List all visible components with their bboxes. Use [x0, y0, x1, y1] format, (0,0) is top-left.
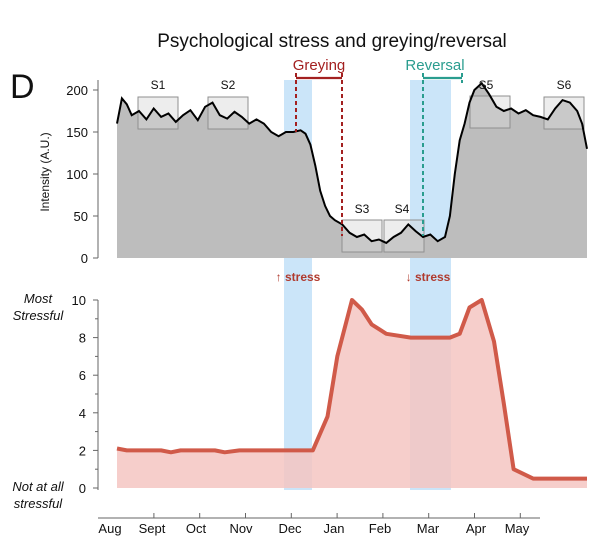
x-tick-label: Feb — [369, 521, 391, 536]
intensity-y-tick-label: 0 — [81, 251, 88, 266]
x-tick-label: Mar — [417, 521, 440, 536]
segment-label-s4: S4 — [395, 202, 410, 216]
greying-label: Greying — [293, 57, 346, 74]
stress-y-tick-label: 0 — [79, 481, 86, 496]
stress-y-ticks: 0 2 4 6 8 10 — [72, 293, 98, 496]
intensity-y-axis-label: Intensity (A.U.) — [38, 132, 52, 211]
intensity-panel: S1 S2 S3 S4 S5 S6 Greying Reversal 0 50 10… — [38, 57, 588, 266]
reversal-label: Reversal — [405, 57, 464, 74]
x-tick-label: Aug — [98, 521, 121, 536]
stress-y-tick-label: 6 — [79, 368, 86, 383]
most-stressful-line2: Stressful — [13, 308, 65, 323]
stress-y-tick-label: 10 — [72, 293, 86, 308]
intensity-y-tick-label: 150 — [66, 125, 88, 140]
x-tick-label: Oct — [186, 521, 207, 536]
chart-title: Psychological stress and greying/reversa… — [157, 31, 507, 52]
stress-increase-label: ↑ stress — [276, 270, 321, 284]
segment-box-s5 — [469, 95, 511, 129]
x-tick-label: May — [505, 521, 530, 536]
segment-box-s4 — [383, 219, 425, 253]
segment-label-s6: S6 — [557, 78, 572, 92]
x-tick-label: Nov — [229, 521, 253, 536]
panel-label: D — [10, 68, 35, 106]
stress-line — [116, 298, 587, 481]
intensity-line — [116, 81, 588, 245]
x-axis-ticks: Aug Sept Oct Nov Dec Jan Feb Mar Apr May — [98, 513, 530, 536]
greying-bracket: Greying — [293, 57, 346, 236]
most-stressful-line1: Most — [24, 291, 54, 306]
stress-y-tick-label: 8 — [79, 331, 86, 346]
intensity-y-tick-label: 100 — [66, 167, 88, 182]
x-tick-label: Dec — [278, 521, 302, 536]
stress-y-tick-label: 2 — [79, 443, 86, 458]
segment-label-s3: S3 — [355, 202, 370, 216]
intensity-y-tick-label: 50 — [74, 209, 88, 224]
stress-decrease-label: ↓ stress — [406, 270, 451, 284]
intensity-y-ticks: 0 50 100 150 200 — [66, 83, 98, 266]
segment-label-s2: S2 — [221, 78, 236, 92]
segment-box-s2 — [207, 96, 249, 130]
not-stressful-line2: stressful — [14, 496, 64, 511]
stress-y-tick-label: 4 — [79, 406, 86, 421]
stress-panel: 0 2 4 6 8 10 Most Stressful Not at all stress… — [12, 291, 587, 536]
reversal-bracket: Reversal — [405, 57, 465, 236]
x-tick-label: Apr — [466, 521, 487, 536]
x-tick-label: Jan — [324, 521, 345, 536]
x-tick-label: Sept — [139, 521, 166, 536]
segment-label-s1: S1 — [151, 78, 166, 92]
intensity-y-tick-label: 200 — [66, 83, 88, 98]
segment-label-s5: S5 — [479, 78, 494, 92]
stress-area — [117, 300, 587, 488]
not-stressful-line1: Not at all — [12, 479, 64, 494]
